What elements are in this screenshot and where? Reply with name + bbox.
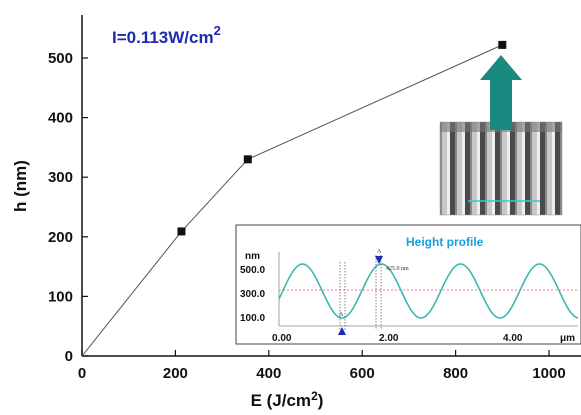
data-point	[498, 40, 507, 49]
inset-xtick-0: 0.00	[272, 333, 292, 344]
y-axis-title: h (nm)	[11, 160, 30, 212]
x-axis-title-main: E (J/cm	[251, 391, 311, 410]
inset-curve	[278, 263, 579, 319]
inset-marker-a-low: A	[339, 312, 344, 318]
y-tick-label: 200	[48, 229, 73, 246]
data-points	[177, 40, 507, 236]
series-line	[82, 44, 503, 356]
x-tick-label: 200	[163, 365, 188, 382]
inset-ytick-100: 100.0	[240, 313, 265, 324]
y-ticks: 0 100 200 300 400 500	[48, 50, 88, 365]
inset-marker-a-high: A	[377, 249, 382, 255]
y-tick-label: 100	[48, 288, 73, 305]
intensity-annotation-text: I=0.113W/cm	[112, 28, 214, 47]
intensity-annotation-superscript: 2	[214, 23, 221, 38]
inset-xtick-2: 2.00	[379, 333, 399, 344]
inset-y-unit: nm	[245, 251, 260, 262]
x-tick-label: 400	[256, 365, 281, 382]
x-tick-label: 600	[350, 365, 375, 382]
inset-ytick-500: 500.0	[240, 265, 265, 276]
inset-x-unit: μm	[560, 333, 575, 344]
intensity-annotation: I=0.113W/cm2	[112, 23, 221, 47]
data-point	[177, 227, 186, 236]
y-tick-label: 400	[48, 110, 73, 127]
inset-marker-label: 425.0 nm	[386, 266, 409, 272]
inset-xtick-4: 4.00	[503, 333, 523, 344]
inset-title: Height profile	[406, 235, 484, 249]
x-ticks: 0 200 400 600 800 1000	[78, 350, 566, 382]
inset-ytick-300: 300.0	[240, 289, 265, 300]
x-tick-label: 1000	[532, 365, 565, 382]
x-tick-label: 800	[443, 365, 468, 382]
x-tick-label: 0	[78, 365, 86, 382]
arrow-icon	[480, 55, 522, 130]
inset-marker-low	[338, 327, 346, 335]
x-axis-title: E (J/cm2)	[251, 389, 324, 410]
inset-marker-high	[375, 256, 383, 264]
x-axis-title-superscript: 2	[311, 389, 318, 403]
y-tick-label: 0	[65, 348, 73, 365]
data-point	[243, 155, 252, 164]
x-axis-title-suffix: )	[318, 391, 324, 410]
y-tick-label: 500	[48, 50, 73, 67]
height-profile-inset: Height profile nm 500.0 300.0 100.0 A A …	[235, 224, 581, 345]
y-tick-label: 300	[48, 169, 73, 186]
